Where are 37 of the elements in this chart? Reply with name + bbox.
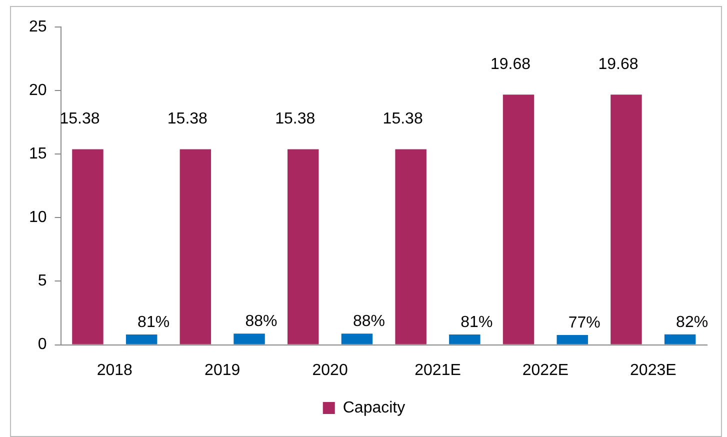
data-label: 19.68 <box>490 56 531 74</box>
data-label: 15.38 <box>60 110 100 128</box>
y-tick-label: 15 <box>29 146 47 163</box>
bar <box>72 149 104 344</box>
bar <box>234 334 265 344</box>
data-label: 88% <box>352 313 385 330</box>
x-tick-label: 2023E <box>630 362 676 379</box>
bar <box>502 94 534 344</box>
data-label: 19.68 <box>598 56 638 74</box>
bar <box>610 94 642 344</box>
x-tick-label: 2019 <box>204 362 240 379</box>
bar <box>180 149 212 344</box>
data-label: 77% <box>568 314 600 332</box>
x-tick-label: 2021E <box>414 362 461 379</box>
x-tick-label: 2020 <box>312 362 348 379</box>
bar <box>449 334 480 344</box>
data-label: 88% <box>245 313 278 330</box>
y-tick-label: 20 <box>29 82 47 99</box>
bar <box>395 149 426 344</box>
bar <box>341 334 373 344</box>
legend-label: Capacity <box>342 399 406 416</box>
y-tick-label: 5 <box>38 272 47 290</box>
y-tick-label: 10 <box>29 209 47 226</box>
y-tick-label: 0 <box>38 336 47 354</box>
data-label: 15.38 <box>275 110 316 128</box>
y-tick-label: 25 <box>29 18 47 36</box>
bar <box>556 335 588 344</box>
bar <box>288 149 319 344</box>
data-label: 15.38 <box>382 110 423 128</box>
data-label: 81% <box>460 314 493 331</box>
x-tick-label: 2018 <box>96 362 133 379</box>
data-label: 82% <box>676 314 708 331</box>
data-label: 81% <box>138 314 170 331</box>
bar <box>126 334 158 344</box>
x-tick-label: 2022E <box>522 362 569 379</box>
data-label: 15.38 <box>167 110 208 128</box>
bar <box>664 334 696 344</box>
